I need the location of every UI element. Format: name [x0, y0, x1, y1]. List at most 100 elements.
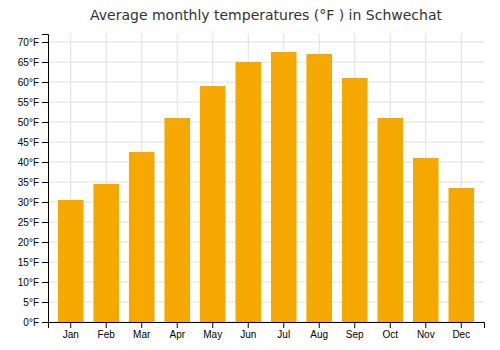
- x-axis: Jan Feb Mar Apr May Jun Jul Aug Sep Oct Nov Dec: [49, 322, 485, 340]
- x-tick-mark: [212, 322, 213, 328]
- y-tick-label: 35°F: [18, 177, 39, 188]
- x-tick-label: Jan: [63, 329, 79, 340]
- x-tick-mark: [461, 322, 462, 328]
- y-tick: 15°F: [18, 257, 48, 268]
- y-tick-label: 60°F: [18, 77, 39, 88]
- y-tick-mark: [42, 82, 48, 83]
- x-tick-mark: [425, 322, 426, 328]
- y-tick-mark: [42, 62, 48, 63]
- bar: [235, 62, 261, 322]
- y-tick-label: 65°F: [18, 57, 39, 68]
- x-tick: Jan: [63, 322, 79, 340]
- bar: [129, 152, 155, 322]
- x-tick-label: Aug: [310, 329, 328, 340]
- y-tick-mark: [42, 102, 48, 103]
- y-tick: 55°F: [18, 97, 48, 108]
- x-tick-mark: [106, 322, 107, 328]
- x-tick-mark: [177, 322, 178, 328]
- x-tick: Dec: [452, 322, 470, 340]
- x-axis-line: [49, 323, 485, 329]
- bar: [58, 200, 84, 322]
- bar: [306, 54, 332, 322]
- grid-line: [48, 122, 484, 123]
- x-tick-label: Mar: [133, 329, 151, 340]
- x-tick-label: Jul: [277, 329, 290, 340]
- x-tick: May: [203, 322, 222, 340]
- y-tick-mark: [42, 122, 48, 123]
- y-tick: 10°F: [18, 277, 48, 288]
- plot-area: 0°F 5°F 10°F 15°F 20°F 25°F 30°F 35°F 40°F 45°F 50…: [18, 34, 485, 340]
- x-tick: Jun: [240, 322, 256, 340]
- grid-line: [48, 142, 484, 143]
- bar: [342, 78, 368, 322]
- y-tick-label: 10°F: [18, 277, 39, 288]
- x-tick-label: Oct: [382, 329, 398, 340]
- bar: [413, 158, 439, 322]
- grid-line: [48, 82, 484, 83]
- bar: [164, 118, 190, 322]
- y-tick: 0°F: [23, 317, 48, 328]
- y-tick: 45°F: [18, 137, 48, 148]
- y-tick-label: 70°F: [18, 37, 39, 48]
- y-tick: 25°F: [18, 217, 48, 228]
- x-tick: Sep: [346, 322, 364, 340]
- x-tick-mark: [283, 322, 284, 328]
- y-tick: 35°F: [18, 177, 48, 188]
- grid: [48, 34, 484, 322]
- y-tick-label: 25°F: [18, 217, 39, 228]
- y-tick-mark: [42, 162, 48, 163]
- y-tick-label: 40°F: [18, 157, 39, 168]
- y-tick: 30°F: [18, 197, 48, 208]
- x-tick-mark: [354, 322, 355, 328]
- y-tick: 70°F: [18, 37, 48, 48]
- y-tick-mark: [42, 182, 48, 183]
- y-tick-mark: [42, 242, 48, 243]
- x-tick-mark: [141, 322, 142, 328]
- y-tick-label: 30°F: [18, 197, 39, 208]
- y-tick: 5°F: [23, 297, 48, 308]
- x-tick: Feb: [98, 322, 116, 340]
- y-tick-label: 0°F: [23, 317, 39, 328]
- y-tick-label: 5°F: [23, 297, 39, 308]
- x-tick: Oct: [382, 322, 398, 340]
- y-tick: 65°F: [18, 57, 48, 68]
- bars: [58, 52, 474, 322]
- x-tick-label: Sep: [346, 329, 364, 340]
- x-tick: Mar: [133, 322, 151, 340]
- x-tick-label: Feb: [98, 329, 116, 340]
- title: Average monthly temperatures (°F ) in Sc…: [90, 7, 443, 23]
- bar: [377, 118, 403, 322]
- x-tick-mark: [70, 322, 71, 328]
- y-tick-mark: [42, 202, 48, 203]
- y-tick-label: 55°F: [18, 97, 39, 108]
- bar: [271, 52, 297, 322]
- x-tick-mark: [248, 322, 249, 328]
- bar: [93, 184, 119, 322]
- y-tick: 60°F: [18, 77, 48, 88]
- y-tick-mark: [42, 42, 48, 43]
- x-tick-label: Apr: [169, 329, 185, 340]
- grid-line: [48, 102, 484, 103]
- grid-line: [48, 42, 484, 43]
- x-tick-label: Dec: [452, 329, 470, 340]
- y-tick: 20°F: [18, 237, 48, 248]
- x-tick-label: Nov: [417, 329, 435, 340]
- y-tick-label: 20°F: [18, 237, 39, 248]
- y-tick: 40°F: [18, 157, 48, 168]
- y-axis-line: [42, 35, 49, 323]
- y-tick-label: 15°F: [18, 257, 39, 268]
- bar: [200, 86, 226, 322]
- y-axis: 0°F 5°F 10°F 15°F 20°F 25°F 30°F 35°F 40°F 45°F 50…: [18, 35, 49, 328]
- y-tick: 50°F: [18, 117, 48, 128]
- x-tick-mark: [390, 322, 391, 328]
- y-tick-label: 45°F: [18, 137, 39, 148]
- x-tick: Apr: [169, 322, 185, 340]
- y-tick-mark: [42, 142, 48, 143]
- x-tick-label: May: [203, 329, 222, 340]
- y-tick-mark: [42, 262, 48, 263]
- bar: [448, 188, 474, 322]
- y-tick-label: 50°F: [18, 117, 39, 128]
- y-tick-mark: [42, 282, 48, 283]
- grid-line: [48, 62, 484, 63]
- y-tick-mark: [42, 322, 48, 323]
